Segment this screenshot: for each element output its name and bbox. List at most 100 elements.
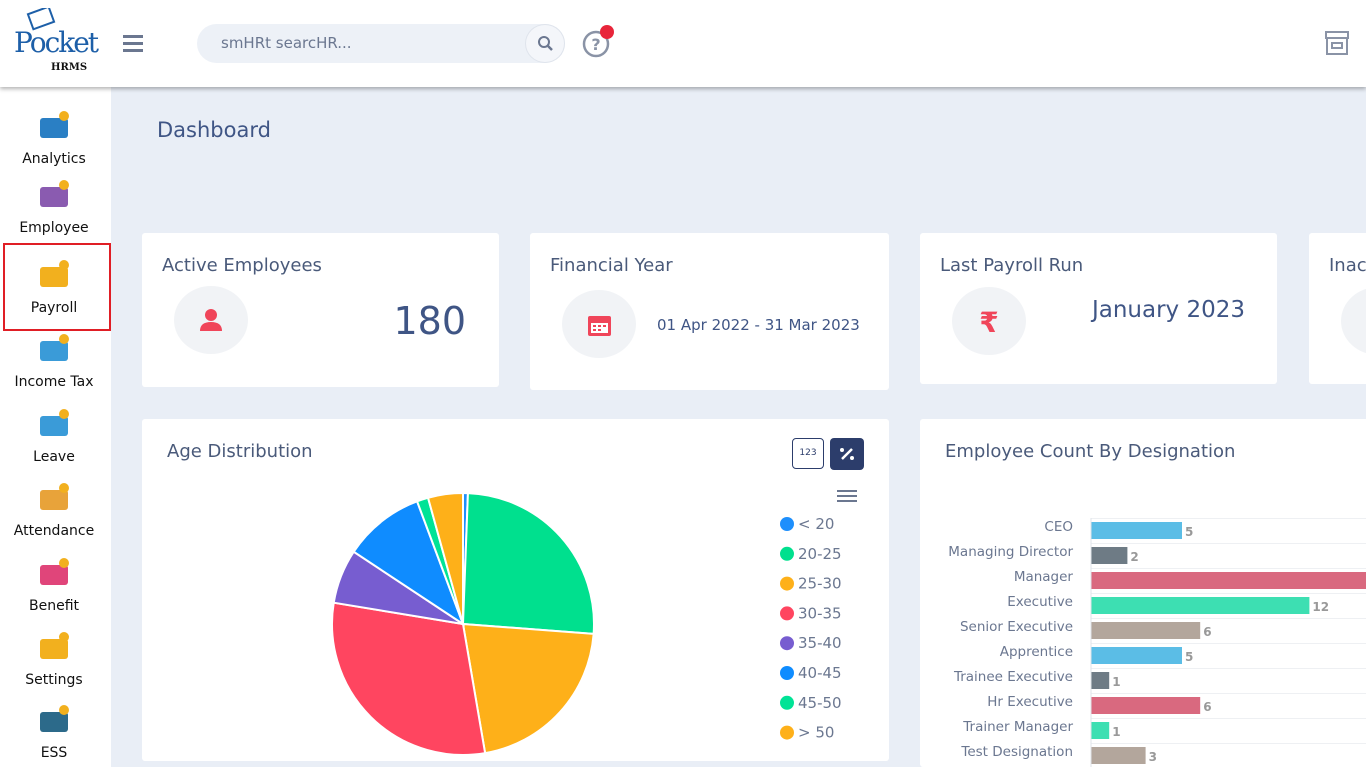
logo-sub: HRMS <box>51 62 88 73</box>
legend-marker <box>780 666 794 680</box>
category-label: Test Designation <box>960 744 1073 760</box>
chart-card: Age Distribution 123 < 20 20-25 25-30 30-35… <box>142 419 889 761</box>
search-button[interactable] <box>525 24 565 63</box>
legend-marker <box>780 695 794 710</box>
card-value: 01 Apr 2022 - 31 Mar 2023 <box>657 316 860 334</box>
pie-slice <box>331 601 487 756</box>
bar <box>1091 647 1182 664</box>
nav-item[interactable]: Leave <box>33 449 75 465</box>
bar <box>1091 672 1110 689</box>
legend-label: 40-45 <box>798 664 842 682</box>
legend-label: > 50 <box>798 724 834 742</box>
bar <box>1091 697 1201 714</box>
nav-item[interactable]: Income Tax <box>14 374 94 390</box>
pie-chart: < 20 20-25 25-30 30-35 35-40 40-45 45-50 > 50 <box>331 491 842 756</box>
category-label: Hr Executive <box>987 694 1073 710</box>
category-label: Trainee Executive <box>953 669 1073 685</box>
chart-title: Age Distribution <box>167 441 313 462</box>
nav-item[interactable]: Settings <box>25 672 83 688</box>
card-icon: ₹ <box>952 287 1026 355</box>
help-button[interactable]: ? <box>580 24 616 62</box>
value-label: 5 <box>1185 650 1193 664</box>
chart-menu[interactable] <box>837 490 859 504</box>
legend-marker <box>780 546 794 561</box>
nav-item[interactable]: Employee <box>19 220 89 236</box>
bar-chart: CEO 5 Managing Director 2 Manager 1 6 Executive… <box>948 518 1366 767</box>
search-placeholder: smHRt searcHR... <box>221 34 352 52</box>
chart-card: Employee Count By Designation CEO 5 Managi… <box>920 419 1366 767</box>
value-label: 6 <box>1203 625 1211 639</box>
nav-icon <box>40 409 69 436</box>
nav-icon <box>40 334 69 361</box>
bar <box>1091 597 1310 614</box>
percent-toggle[interactable] <box>830 438 864 470</box>
count-toggle[interactable]: 123 <box>792 438 824 469</box>
legend-label: 20-25 <box>798 545 842 563</box>
card-title: Active Employees <box>162 255 322 276</box>
legend-label: 30-35 <box>798 604 842 622</box>
nav-item[interactable]: Payroll <box>30 300 78 316</box>
legend-label: < 20 <box>798 515 834 533</box>
bar <box>1091 522 1182 539</box>
nav-item[interactable]: ESS <box>40 745 68 761</box>
nav-icon <box>40 260 69 287</box>
value-label: 5 <box>1185 525 1193 539</box>
bar <box>1091 722 1110 739</box>
card-title: Last Payroll Run <box>940 255 1084 276</box>
sidebar: Analytics Employee Payroll Income Tax Leave A… <box>0 87 111 767</box>
category-label: Senior Executive <box>960 619 1073 635</box>
card-title: Inac <box>1329 255 1366 276</box>
card-icon <box>562 290 636 358</box>
bar <box>1091 547 1128 564</box>
bar <box>1091 622 1201 639</box>
nav-icon <box>40 111 69 138</box>
value-label: 2 <box>1130 550 1138 564</box>
nav-item[interactable]: Analytics <box>22 151 86 167</box>
value-label: 1 <box>1112 725 1120 739</box>
card-title: Financial Year <box>550 255 673 276</box>
legend-label: 45-50 <box>798 694 842 712</box>
category-label: Executive <box>1007 594 1073 610</box>
legend-label: 25-30 <box>798 575 842 593</box>
category-label: Trainer Manager <box>962 719 1073 735</box>
store-icon[interactable] <box>1323 28 1353 58</box>
logo: Pocket <box>14 26 99 59</box>
category-label: Managing Director <box>948 544 1073 560</box>
card: Financial Year 01 Apr 2022 - 31 Mar 2023 <box>530 233 889 390</box>
pie-slice <box>352 500 466 627</box>
chart-title: Employee Count By Designation <box>945 441 1236 462</box>
bar <box>1091 747 1146 764</box>
card: Active Employees 180 <box>142 233 499 387</box>
legend-marker <box>780 636 794 651</box>
card-value: 180 <box>393 299 466 343</box>
category-label: Apprentice <box>1000 644 1073 660</box>
value-label: 12 <box>1312 600 1329 614</box>
card: Inac <box>1309 233 1366 384</box>
svg-text:?: ? <box>591 35 600 54</box>
card-value: January 2023 <box>1091 297 1245 323</box>
legend-marker <box>780 606 794 621</box>
nav-item[interactable]: Attendance <box>13 523 95 539</box>
pie-slice <box>461 492 595 635</box>
value-label: 6 <box>1203 700 1211 714</box>
legend-marker <box>780 517 794 531</box>
search-box[interactable]: smHRt searcHR... <box>197 24 565 63</box>
legend-marker <box>780 725 794 740</box>
header: Pocket HRMS smHRt searcHR... ? <box>0 0 1366 87</box>
search-icon <box>538 36 553 51</box>
legend-marker <box>780 576 794 591</box>
page-title: Dashboard <box>157 118 271 142</box>
logo-icon <box>26 8 56 31</box>
selected-outline <box>3 243 111 331</box>
menu-button[interactable] <box>123 35 143 52</box>
svg-text:₹: ₹ <box>979 306 998 339</box>
nav-item[interactable]: Benefit <box>28 598 79 614</box>
bar <box>1091 572 1366 589</box>
nav-icon <box>40 705 69 732</box>
card: Last Payroll Run ₹ January 2023 <box>920 233 1277 384</box>
nav-icon <box>40 180 69 207</box>
value-label: 3 <box>1149 750 1157 764</box>
legend-label: 35-40 <box>798 634 842 652</box>
nav-icon <box>40 558 69 585</box>
pie-slice <box>426 491 464 625</box>
